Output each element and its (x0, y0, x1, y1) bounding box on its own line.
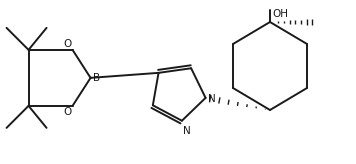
Text: O: O (63, 39, 72, 49)
Text: N: N (183, 126, 191, 136)
Text: O: O (63, 107, 72, 117)
Text: N: N (208, 94, 215, 104)
Text: OH: OH (272, 9, 288, 19)
Text: B: B (93, 73, 100, 83)
